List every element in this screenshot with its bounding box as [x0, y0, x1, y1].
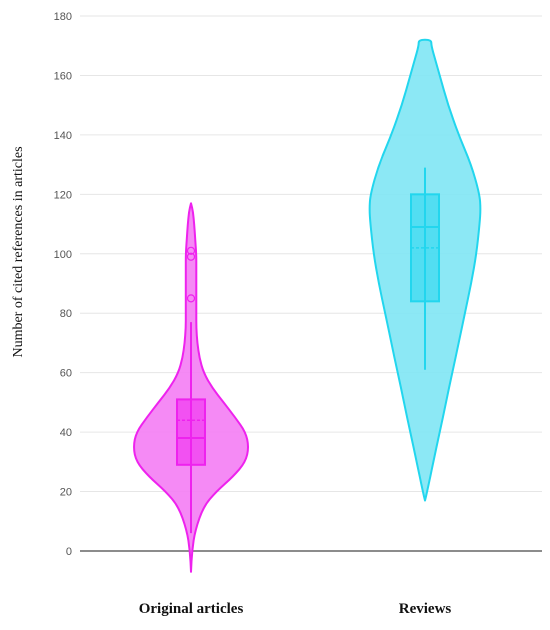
y-tick-label: 180	[54, 11, 72, 23]
y-tick-label: 40	[60, 427, 72, 439]
category-labels: Original articles Reviews	[139, 601, 452, 617]
y-axis-title: Number of cited references in articles	[11, 146, 26, 357]
violins	[133, 38, 482, 573]
violin-reviews	[368, 38, 482, 502]
y-tick-label: 100	[54, 249, 72, 261]
outlier-point	[186, 246, 196, 255]
iqr-box	[410, 193, 440, 303]
y-tick-label: 0	[66, 546, 72, 558]
violin-original-articles	[133, 202, 249, 573]
y-tick-label: 140	[54, 130, 72, 142]
iqr-box	[176, 398, 206, 466]
y-tick-label: 160	[54, 70, 72, 82]
y-tick-label: 80	[60, 308, 72, 320]
y-tick-label: 20	[60, 487, 72, 499]
outlier-point	[186, 294, 196, 303]
category-label: Original articles	[139, 601, 244, 617]
y-tick-labels: 0 20 40 60 80 100 120 140 160 180	[54, 11, 72, 558]
y-tick-label: 120	[54, 189, 72, 201]
outlier-point	[186, 252, 196, 261]
category-label: Reviews	[399, 601, 452, 617]
y-tick-label: 60	[60, 368, 72, 380]
